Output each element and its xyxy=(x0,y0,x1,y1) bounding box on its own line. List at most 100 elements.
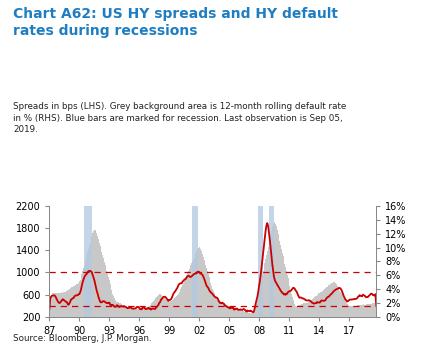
Bar xyxy=(236,310,237,317)
Bar xyxy=(87,252,88,317)
Bar xyxy=(274,222,275,317)
Bar xyxy=(147,307,148,317)
Bar xyxy=(294,304,295,317)
Bar xyxy=(355,306,356,317)
Bar xyxy=(135,309,136,317)
Bar xyxy=(84,206,92,317)
Bar xyxy=(348,305,349,317)
Bar xyxy=(346,302,347,317)
Bar xyxy=(291,294,292,317)
Bar xyxy=(375,305,376,317)
Bar xyxy=(138,309,139,317)
Bar xyxy=(169,302,170,317)
Bar xyxy=(170,301,171,317)
Bar xyxy=(174,298,175,317)
Bar xyxy=(367,304,368,317)
Bar xyxy=(104,262,105,317)
Bar xyxy=(258,292,259,317)
Bar xyxy=(333,282,334,317)
Bar xyxy=(293,301,294,317)
Text: Chart A62: US HY spreads and HY default
rates during recessions: Chart A62: US HY spreads and HY default … xyxy=(13,7,338,38)
Bar xyxy=(268,247,269,317)
Bar xyxy=(237,310,238,317)
Bar xyxy=(206,268,207,317)
Bar xyxy=(212,289,213,317)
Bar xyxy=(158,295,159,317)
Bar xyxy=(302,304,303,317)
Bar xyxy=(297,306,298,317)
Bar xyxy=(50,301,51,317)
Bar xyxy=(327,287,328,317)
Bar xyxy=(178,294,179,317)
Bar xyxy=(156,298,157,317)
Bar xyxy=(120,304,121,317)
Bar xyxy=(285,267,286,317)
Bar xyxy=(150,304,151,317)
Bar xyxy=(109,281,110,317)
Bar xyxy=(124,306,125,317)
Bar xyxy=(292,297,293,317)
Bar xyxy=(308,302,309,317)
Bar xyxy=(196,251,197,317)
Bar xyxy=(224,304,225,317)
Bar xyxy=(298,305,299,317)
Bar xyxy=(79,282,80,317)
Bar xyxy=(284,264,285,317)
Bar xyxy=(179,293,180,317)
Bar xyxy=(67,291,68,317)
Bar xyxy=(94,230,95,317)
Bar xyxy=(318,294,319,317)
Bar xyxy=(289,286,290,317)
Bar xyxy=(226,306,227,317)
Bar xyxy=(52,293,53,317)
Bar xyxy=(102,255,103,317)
Bar xyxy=(103,258,104,317)
Bar xyxy=(190,265,191,317)
Bar xyxy=(91,239,92,317)
Bar xyxy=(80,279,81,317)
Text: Spreads in bps (LHS). Grey background area is 12-month rolling default rate
in %: Spreads in bps (LHS). Grey background ar… xyxy=(13,102,346,134)
Bar xyxy=(186,275,187,317)
Bar xyxy=(243,311,244,317)
Bar xyxy=(357,306,358,317)
Bar xyxy=(192,262,193,317)
Bar xyxy=(99,243,100,317)
Bar xyxy=(217,298,218,317)
Text: Source: Bloomberg, J.P. Morgan.: Source: Bloomberg, J.P. Morgan. xyxy=(13,334,151,343)
Bar xyxy=(111,290,112,317)
Bar xyxy=(300,304,301,317)
Bar xyxy=(116,301,117,317)
Bar xyxy=(305,303,306,317)
Bar xyxy=(131,308,132,317)
Bar xyxy=(216,298,217,317)
Bar xyxy=(336,284,337,317)
Bar xyxy=(263,271,264,317)
Bar xyxy=(247,312,248,317)
Bar xyxy=(230,308,231,317)
Bar xyxy=(49,305,50,317)
Bar xyxy=(279,237,280,317)
Bar xyxy=(275,224,276,317)
Bar xyxy=(58,293,59,317)
Bar xyxy=(310,300,311,317)
Bar xyxy=(154,300,155,317)
Bar xyxy=(112,294,113,317)
Bar xyxy=(343,296,344,317)
Bar xyxy=(83,268,84,317)
Bar xyxy=(356,306,357,317)
Bar xyxy=(350,306,351,317)
Bar xyxy=(278,234,279,317)
Bar xyxy=(159,294,160,317)
Bar xyxy=(303,304,304,317)
Bar xyxy=(80,277,82,317)
Bar xyxy=(168,301,169,317)
Bar xyxy=(82,271,83,317)
Bar xyxy=(146,307,147,317)
Bar xyxy=(194,256,195,317)
Bar xyxy=(232,309,233,317)
Bar xyxy=(54,293,55,317)
Bar xyxy=(129,307,130,317)
Bar xyxy=(132,308,133,317)
Bar xyxy=(165,298,166,317)
Bar xyxy=(309,301,310,317)
